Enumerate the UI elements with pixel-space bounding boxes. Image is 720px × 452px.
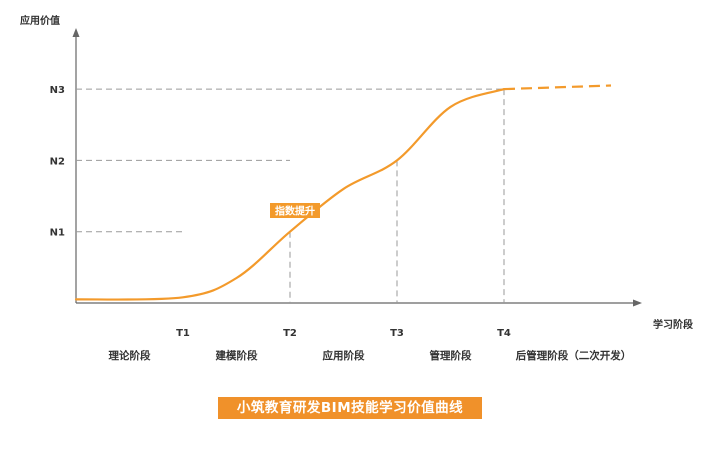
x-axis-arrow bbox=[633, 299, 642, 307]
phase-label-2: 建模阶段 bbox=[215, 349, 258, 362]
y-tick-N3: N3 bbox=[50, 85, 65, 96]
curve-layer bbox=[74, 84, 612, 301]
y-tick-N1: N1 bbox=[50, 228, 65, 239]
value-curve bbox=[74, 88, 506, 301]
chart-caption: 小筑教育研发BIM技能学习价值曲线 bbox=[218, 397, 482, 419]
x-axis-label: 学习阶段 bbox=[653, 318, 693, 331]
phase-label-4: 管理阶段 bbox=[430, 349, 472, 362]
phase-label-3: 应用阶段 bbox=[323, 349, 365, 362]
guide-lines bbox=[76, 88, 505, 303]
value-curve-projection bbox=[503, 84, 612, 91]
annotation-text: 指数提升 bbox=[275, 205, 315, 218]
x-tick-T1: T1 bbox=[176, 328, 190, 339]
annotation-callout: 指数提升 bbox=[270, 203, 320, 218]
y-axis-label: 应用价值 bbox=[20, 14, 60, 27]
x-tick-T2: T2 bbox=[283, 328, 297, 339]
phase-label-5: 后管理阶段（二次开发） bbox=[516, 349, 632, 362]
axes bbox=[72, 28, 642, 307]
x-tick-labels: T1 T2 T3 T4 bbox=[176, 328, 511, 339]
phase-labels: 理论阶段 建模阶段 应用阶段 管理阶段 后管理阶段（二次开发） bbox=[109, 349, 632, 362]
x-tick-T4: T4 bbox=[497, 328, 511, 339]
annotation-box bbox=[270, 203, 320, 218]
phase-label-1: 理论阶段 bbox=[109, 349, 151, 362]
x-tick-T3: T3 bbox=[390, 328, 404, 339]
y-tick-labels: N1 N2 N3 bbox=[50, 85, 65, 239]
y-tick-N2: N2 bbox=[50, 156, 65, 167]
y-axis-arrow bbox=[72, 28, 80, 37]
